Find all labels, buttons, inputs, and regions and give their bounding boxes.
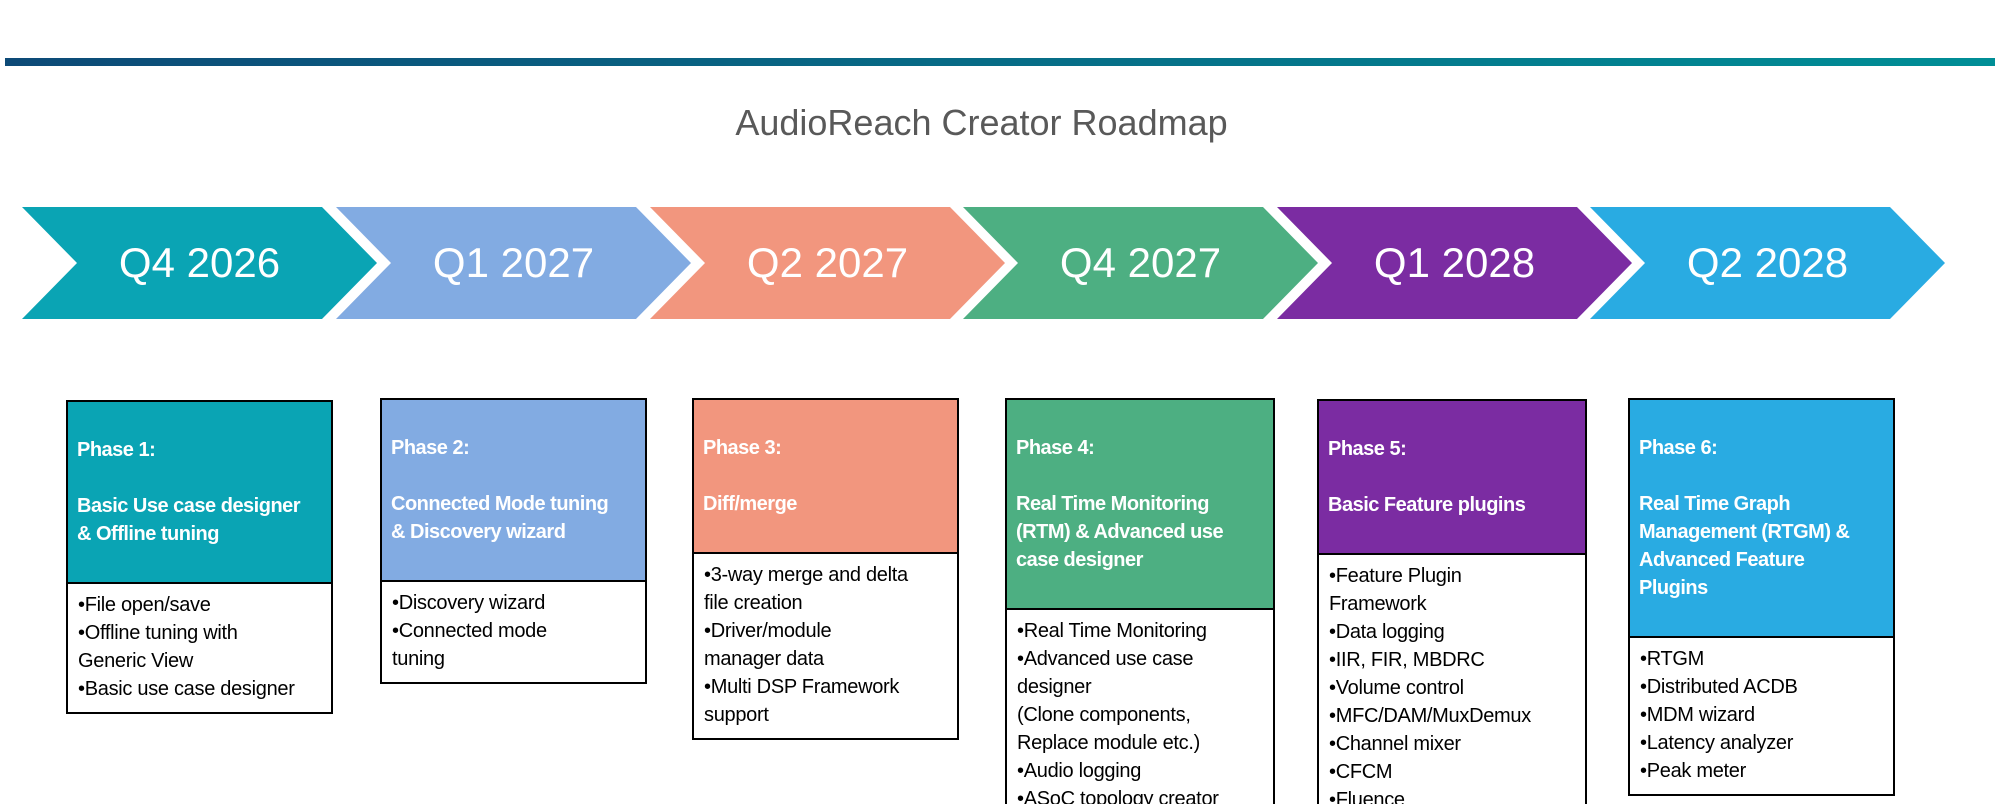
phase-label: Phase 4: bbox=[1016, 437, 1095, 459]
phase-item: Volume control bbox=[1329, 674, 1577, 702]
phase-card-body: 3-way merge and delta file creation Driv… bbox=[692, 552, 959, 740]
phase-item: CFCM bbox=[1329, 758, 1577, 786]
phase-label: Phase 2: bbox=[391, 437, 470, 459]
phase-item: Multi DSP Framework support bbox=[704, 673, 949, 729]
top-accent-bar bbox=[5, 58, 1995, 66]
chevron-q1-2027: Q1 2027 bbox=[336, 207, 691, 319]
chevron-q1-2028: Q1 2028 bbox=[1277, 207, 1632, 319]
phase-card-header: Phase 5: Basic Feature plugins bbox=[1317, 399, 1587, 555]
phase-card-header: Phase 6: Real Time Graph Management (RTG… bbox=[1628, 398, 1895, 638]
chevron-label: Q2 2028 bbox=[1686, 239, 1849, 286]
phase-item: Fluence bbox=[1329, 786, 1577, 804]
phase-card-2: Phase 2: Connected Mode tuning & Discove… bbox=[380, 398, 647, 684]
phase-item: ASoC topology creator bbox=[1017, 785, 1265, 804]
chevron-label: Q4 2027 bbox=[1059, 239, 1222, 286]
phase-label: Phase 1: bbox=[77, 439, 156, 461]
phase-card-5: Phase 5: Basic Feature plugins Feature P… bbox=[1317, 399, 1587, 804]
page-title: AudioReach Creator Roadmap bbox=[735, 102, 1228, 143]
phase-item: 3-way merge and delta file creation bbox=[704, 561, 949, 617]
phase-subtitle: Real Time Graph Management (RTGM) & Adva… bbox=[1639, 493, 1850, 599]
phase-card-4: Phase 4: Real Time Monitoring (RTM) & Ad… bbox=[1005, 398, 1275, 804]
phase-item: MDM wizard bbox=[1640, 701, 1885, 729]
phase-card-1: Phase 1: Basic Use case designer & Offli… bbox=[66, 400, 333, 714]
phase-card-body: Real Time Monitoring Advanced use case d… bbox=[1005, 608, 1275, 804]
phase-item: Discovery wizard bbox=[392, 589, 637, 617]
chevron-q2-2028: Q2 2028 bbox=[1590, 207, 1945, 319]
phase-item: Driver/module manager data bbox=[704, 617, 949, 673]
phase-item: Offline tuning with Generic View bbox=[78, 619, 323, 675]
phase-subtitle: Diff/merge bbox=[703, 493, 797, 515]
phase-item: Real Time Monitoring bbox=[1017, 617, 1265, 645]
phase-item: File open/save bbox=[78, 591, 323, 619]
phase-item: Distributed ACDB bbox=[1640, 673, 1885, 701]
chevron-label: Q4 2026 bbox=[118, 239, 281, 286]
phase-card-body: Feature Plugin Framework Data logging II… bbox=[1317, 553, 1587, 804]
phase-item: Feature Plugin Framework bbox=[1329, 562, 1577, 618]
chevron-label: Q1 2027 bbox=[432, 239, 595, 286]
phase-card-6: Phase 6: Real Time Graph Management (RTG… bbox=[1628, 398, 1895, 796]
phase-card-header: Phase 3: Diff/merge bbox=[692, 398, 959, 554]
phase-item: MFC/DAM/MuxDemux bbox=[1329, 702, 1577, 730]
chevron-label: Q2 2027 bbox=[746, 239, 909, 286]
phase-item: Advanced use case designer (Clone compon… bbox=[1017, 645, 1265, 757]
phase-item: Connected mode tuning bbox=[392, 617, 637, 673]
phase-item: Data logging bbox=[1329, 618, 1577, 646]
phase-item: Channel mixer bbox=[1329, 730, 1577, 758]
phase-card-3: Phase 3: Diff/merge 3-way merge and delt… bbox=[692, 398, 959, 740]
phase-item: Latency analyzer bbox=[1640, 729, 1885, 757]
phase-card-body: File open/save Offline tuning with Gener… bbox=[66, 582, 333, 714]
chevron-q2-2027: Q2 2027 bbox=[650, 207, 1005, 319]
chevron-q4-2026: Q4 2026 bbox=[22, 207, 377, 319]
phase-item: Basic use case designer bbox=[78, 675, 323, 703]
phase-subtitle: Connected Mode tuning & Discovery wizard bbox=[391, 493, 609, 543]
phase-subtitle: Basic Use case designer & Offline tuning bbox=[77, 495, 301, 545]
phase-label: Phase 5: bbox=[1328, 438, 1407, 460]
phase-item: IIR, FIR, MBDRC bbox=[1329, 646, 1577, 674]
phase-card-header: Phase 2: Connected Mode tuning & Discove… bbox=[380, 398, 647, 582]
phase-subtitle: Basic Feature plugins bbox=[1328, 494, 1526, 516]
phase-card-header: Phase 4: Real Time Monitoring (RTM) & Ad… bbox=[1005, 398, 1275, 610]
phase-item: RTGM bbox=[1640, 645, 1885, 673]
phase-card-body: RTGM Distributed ACDB MDM wizard Latency… bbox=[1628, 636, 1895, 796]
phase-item: Peak meter bbox=[1640, 757, 1885, 785]
phase-label: Phase 6: bbox=[1639, 437, 1718, 459]
phase-subtitle: Real Time Monitoring (RTM) & Advanced us… bbox=[1016, 493, 1224, 571]
phase-item: Audio logging bbox=[1017, 757, 1265, 785]
phase-card-header: Phase 1: Basic Use case designer & Offli… bbox=[66, 400, 333, 584]
phase-label: Phase 3: bbox=[703, 437, 782, 459]
chevron-q4-2027: Q4 2027 bbox=[963, 207, 1318, 319]
phase-card-body: Discovery wizard Connected mode tuning bbox=[380, 580, 647, 684]
chevron-label: Q1 2028 bbox=[1373, 239, 1536, 286]
